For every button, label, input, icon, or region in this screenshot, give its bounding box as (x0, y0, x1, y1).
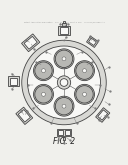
FancyBboxPatch shape (10, 78, 17, 84)
Circle shape (55, 50, 73, 67)
Circle shape (42, 69, 45, 73)
Circle shape (55, 98, 73, 115)
FancyBboxPatch shape (58, 130, 63, 135)
Circle shape (62, 57, 66, 61)
Circle shape (74, 84, 94, 104)
Circle shape (76, 86, 93, 103)
FancyBboxPatch shape (22, 34, 40, 52)
FancyBboxPatch shape (60, 27, 68, 34)
FancyBboxPatch shape (62, 23, 66, 26)
Circle shape (42, 92, 45, 96)
FancyBboxPatch shape (96, 108, 110, 122)
Text: FIG. 2: FIG. 2 (53, 137, 75, 146)
FancyBboxPatch shape (87, 36, 98, 48)
Circle shape (35, 62, 52, 79)
Circle shape (76, 62, 93, 79)
FancyBboxPatch shape (58, 26, 70, 35)
Circle shape (28, 46, 100, 119)
Circle shape (60, 79, 68, 86)
FancyBboxPatch shape (63, 137, 65, 140)
Circle shape (35, 86, 52, 103)
FancyBboxPatch shape (57, 129, 71, 136)
Circle shape (34, 84, 54, 104)
Circle shape (83, 69, 86, 73)
Circle shape (34, 61, 54, 81)
Circle shape (57, 76, 71, 89)
FancyBboxPatch shape (65, 130, 70, 135)
FancyBboxPatch shape (16, 107, 33, 125)
Circle shape (54, 49, 74, 69)
Text: Patent Application Publication    Dec. 13, 2011  Sheet 2 of 8    US 2011/0304841: Patent Application Publication Dec. 13, … (24, 21, 104, 23)
FancyBboxPatch shape (8, 76, 19, 86)
Circle shape (62, 104, 66, 108)
Circle shape (74, 61, 94, 81)
FancyBboxPatch shape (98, 110, 108, 120)
Circle shape (54, 96, 74, 116)
FancyBboxPatch shape (89, 38, 96, 46)
Circle shape (22, 40, 106, 125)
FancyBboxPatch shape (63, 21, 65, 23)
FancyBboxPatch shape (24, 36, 37, 49)
FancyBboxPatch shape (18, 110, 30, 122)
Circle shape (83, 92, 86, 96)
